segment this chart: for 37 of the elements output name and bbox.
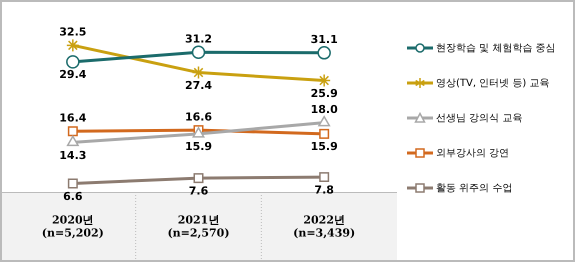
data-label: 27.4: [184, 78, 212, 92]
point: [192, 46, 206, 60]
data-label: 14.3: [59, 148, 86, 162]
point: [194, 173, 204, 184]
data-label: 31.2: [184, 32, 212, 46]
point: [317, 74, 331, 88]
data-label: 7.6: [188, 184, 209, 198]
data-label: 29.4: [59, 68, 87, 82]
point: [68, 126, 78, 136]
legend-label: 활동 위주의 수업: [436, 182, 512, 194]
data-label: 16.6: [184, 110, 212, 124]
point: [192, 66, 206, 80]
legend-label: 영상(TV, 인터넷 등) 교육: [436, 76, 550, 90]
legend-label: 현장학습 및 체험학습 중심: [436, 42, 556, 54]
point: [319, 128, 330, 139]
x-tick-label: 2021년 (n=2,570): [167, 213, 230, 240]
data-label: 15.9: [310, 140, 338, 154]
legend-label: 외부강사의 강연: [436, 146, 510, 160]
legend-label: 선생님 강의식 교육: [436, 112, 522, 124]
point: [66, 136, 79, 146]
data-label: 7.8: [314, 183, 334, 196]
data-label: 16.4: [59, 112, 87, 125]
data-label: 31.1: [310, 33, 338, 46]
point: [317, 46, 331, 60]
data-label: 6.6: [63, 190, 83, 203]
point: [192, 127, 204, 138]
point: [66, 55, 80, 69]
x-tick-label: 2020년 (n=5,202): [42, 213, 104, 240]
point: [66, 38, 80, 52]
data-label: 25.9: [310, 86, 338, 100]
x-tick-label: 2022년 (n=3,439): [293, 213, 356, 240]
data-label: 32.5: [59, 26, 86, 39]
point: [68, 178, 78, 188]
point: [319, 172, 330, 182]
data-label: 18.0: [310, 103, 338, 116]
point: [318, 116, 330, 126]
data-label: 15.9: [184, 140, 212, 154]
